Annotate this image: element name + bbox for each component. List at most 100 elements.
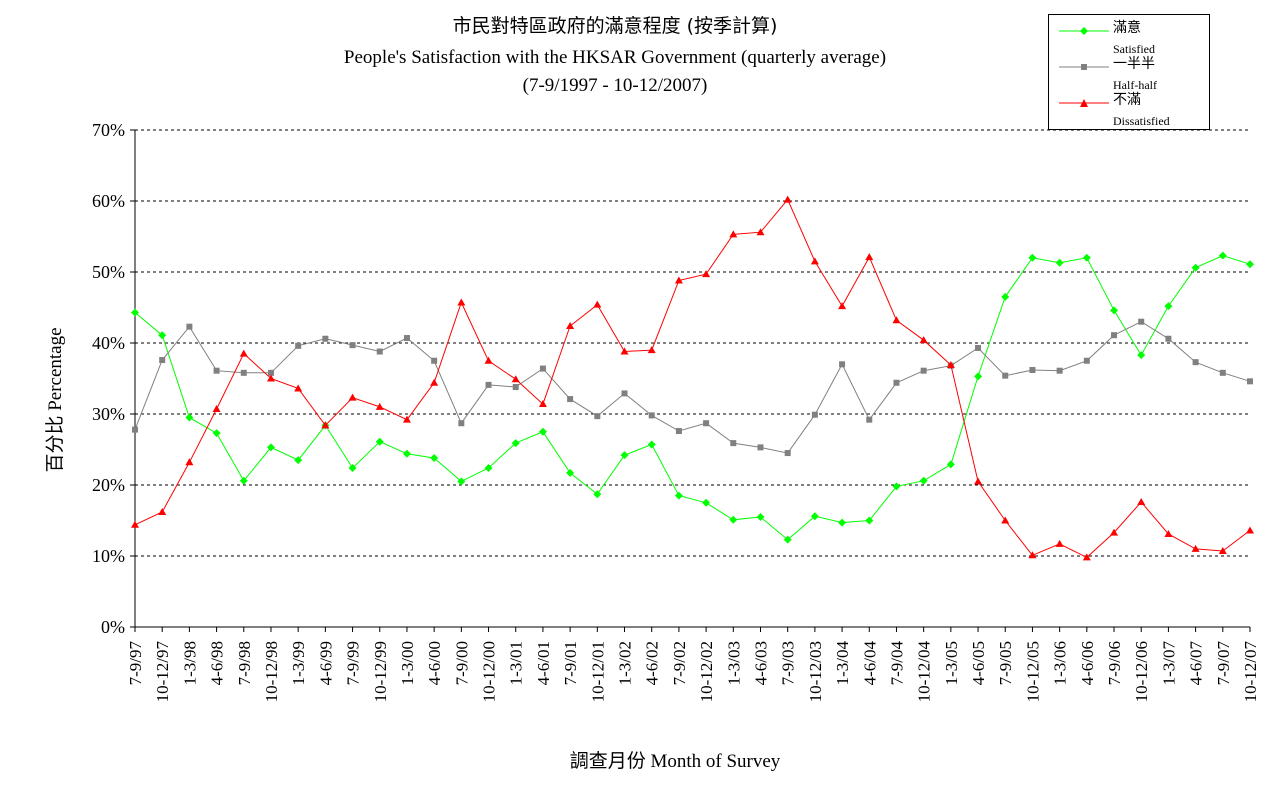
x-tick-label: 7-9/03 [779,641,798,685]
data-point-dissatisfied [212,405,221,413]
data-point-dissatisfied [538,400,547,408]
data-point-satisfied [593,490,602,499]
data-point-satisfied [131,308,139,317]
legend-label-zh: 一半半 [1113,56,1155,72]
data-point-satisfied [729,515,738,524]
data-point-half-half [811,411,818,418]
data-point-half-half [376,348,383,355]
data-point-half-half [1002,372,1009,379]
data-point-satisfied [1055,258,1064,267]
x-tick-label: 4-6/02 [643,641,662,685]
data-point-half-half [159,357,166,364]
x-tick-label: 1-3/99 [289,641,308,685]
legend-label-en: Half-half [1113,78,1157,92]
data-point-half-half [648,412,655,419]
data-point-dissatisfied [402,415,411,423]
x-tick-label: 7-9/06 [1105,641,1124,685]
data-point-dissatisfied [919,336,928,344]
data-point-dissatisfied [185,458,194,466]
data-point-dissatisfied [702,270,711,278]
data-point-satisfied [538,427,547,436]
x-tick-label: 4-6/04 [860,641,879,686]
y-tick-label: 70% [92,120,125,140]
data-point-satisfied [511,439,520,448]
data-point-dissatisfied [1191,544,1200,552]
data-point-dissatisfied [593,300,602,308]
data-point-satisfied [430,454,439,463]
data-point-half-half [1029,366,1036,373]
data-point-satisfied [1001,292,1010,301]
data-point-dissatisfied [1218,547,1227,555]
data-point-half-half [539,365,546,372]
series-line-dissatisfied [134,198,1251,558]
data-point-half-half [1083,357,1090,364]
data-point-satisfied [185,413,194,422]
x-tick-label: 7-9/01 [561,641,580,685]
data-point-dissatisfied [158,507,167,515]
data-point-half-half [349,342,356,349]
data-point-half-half [1056,367,1063,374]
x-tick-label: 10-12/02 [697,641,716,702]
data-point-half-half [1138,318,1145,325]
data-point-half-half [975,344,982,351]
x-tick-label: 10-12/01 [588,641,607,702]
x-tick-label: 1-3/07 [1159,641,1178,686]
data-point-dissatisfied [1137,498,1146,506]
data-point-satisfied [1191,263,1200,272]
data-point-satisfied [158,331,167,340]
x-tick-label: 7-9/99 [344,641,363,685]
x-tick-label: 7-9/98 [235,641,254,685]
data-point-satisfied [566,468,575,477]
y-tick-label: 20% [92,475,125,495]
data-point-half-half [784,450,791,457]
data-point-dissatisfied [1246,526,1254,534]
x-tick-label: 4-6/06 [1078,641,1097,685]
data-point-dissatisfied [1110,528,1119,536]
x-tick-label: 1-3/02 [616,641,635,685]
data-point-dissatisfied [239,349,248,357]
x-tick-label: 4-6/00 [425,641,444,685]
data-point-satisfied [402,449,411,458]
data-point-satisfied [266,443,275,452]
data-point-dissatisfied [647,346,656,354]
data-point-half-half [1111,332,1118,339]
chart-subtitle: People's Satisfaction with the HKSAR Gov… [343,47,887,68]
data-point-dissatisfied [511,375,520,383]
data-point-dissatisfied [946,361,955,369]
data-point-satisfied [375,437,384,446]
y-tick-label: 0% [101,617,125,637]
data-point-satisfied [946,460,955,469]
x-tick-label: 7-9/00 [452,641,471,685]
legend-label-zh: 不滿 [1113,92,1141,108]
data-point-half-half [240,369,247,376]
data-point-dissatisfied [974,477,983,485]
x-tick-label: 10-12/05 [1023,641,1042,702]
data-point-satisfied [702,498,711,507]
data-point-dissatisfied [620,347,629,355]
data-point-dissatisfied [810,257,819,265]
data-point-half-half [1219,369,1226,376]
axes [130,129,1251,632]
legend-label-zh: 滿意 [1113,20,1141,36]
x-tick-label: 10-12/04 [915,641,934,703]
x-tick-label: 10-12/99 [371,641,390,702]
data-point-half-half [458,420,465,427]
x-tick-label: 10-12/06 [1132,641,1151,702]
x-tick-label: 1-3/04 [833,641,852,686]
data-point-half-half [485,381,492,388]
data-point-half-half [132,426,138,433]
chart-title: 市民對特區政府的滿意程度 (按季計算) [452,15,778,37]
series-line-half-half [134,321,1251,454]
data-point-satisfied [674,491,683,500]
data-point-dissatisfied [1028,551,1037,559]
data-point-dissatisfied [838,302,847,310]
data-point-satisfied [1082,253,1091,262]
x-tick-label: 1-3/05 [942,641,961,685]
data-point-half-half [675,428,682,435]
data-point-half-half [594,413,601,420]
data-point-half-half [621,390,628,397]
y-tick-label: 10% [92,546,125,566]
y-axis-title: 百分比 Percentage [45,327,66,473]
x-tick-label: 7-9/02 [670,641,689,685]
data-point-half-half [1165,335,1172,342]
